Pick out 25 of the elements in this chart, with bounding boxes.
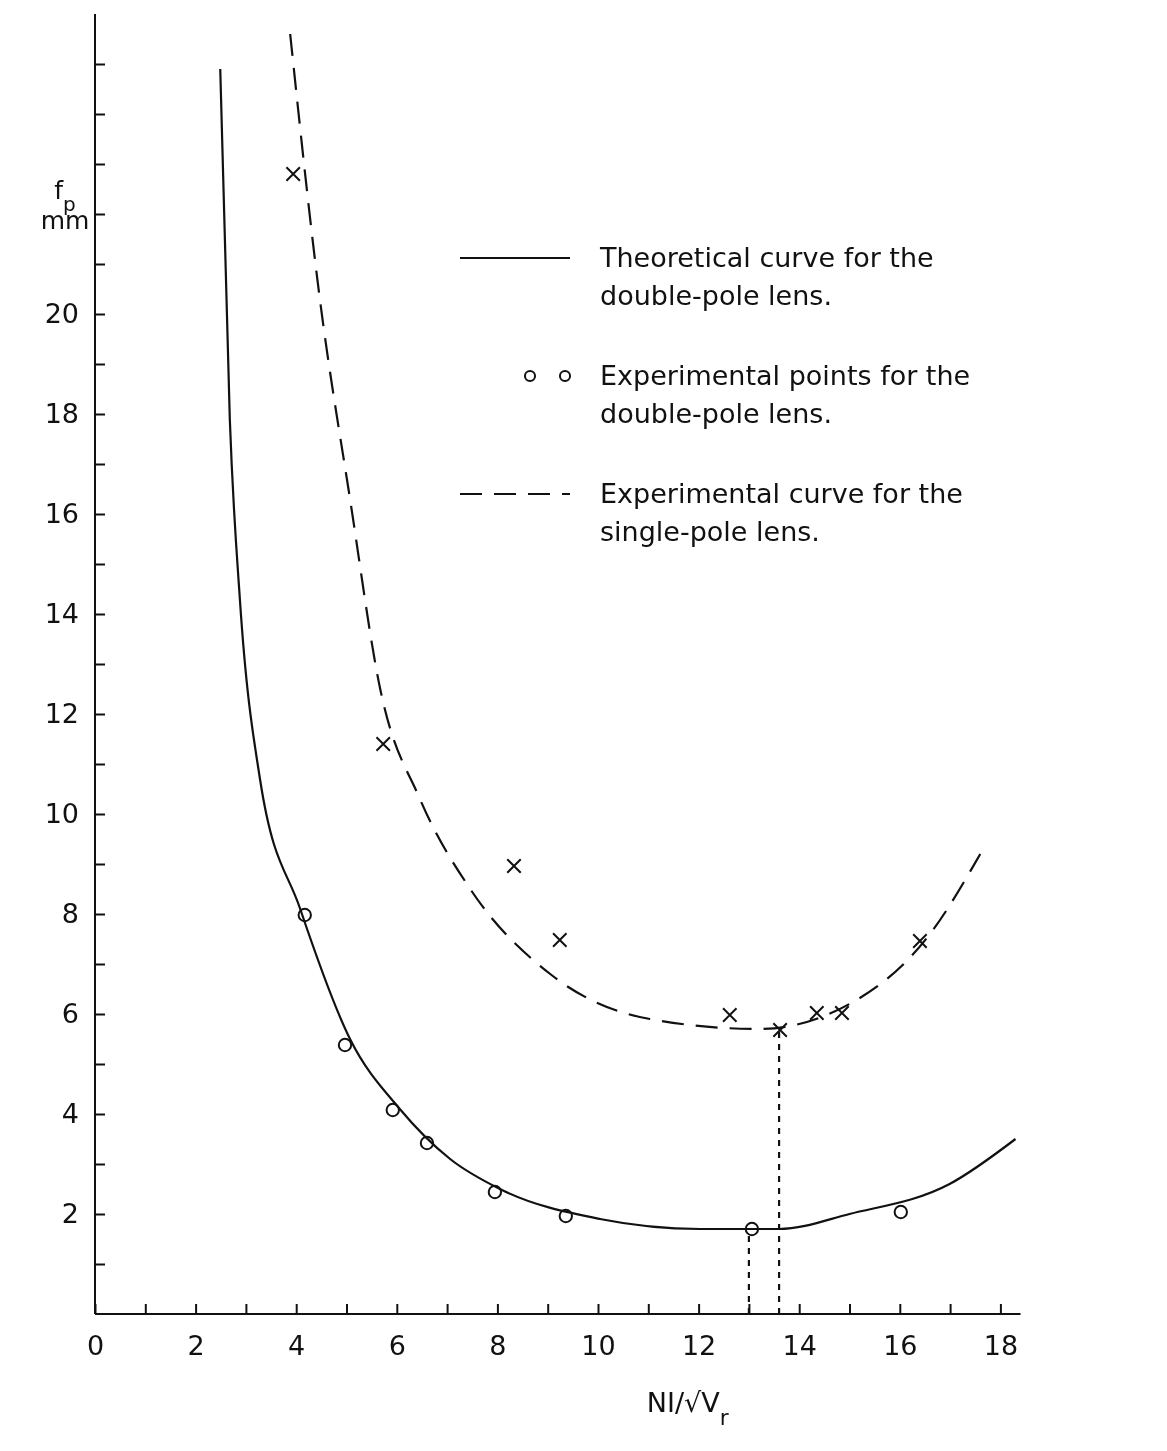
x-tick-label: 12 bbox=[681, 1330, 717, 1362]
x-tick-label: 6 bbox=[388, 1330, 406, 1362]
y-tick-label: 10 bbox=[44, 798, 79, 830]
y-tick-label: 6 bbox=[61, 998, 79, 1030]
y-tick-label: 12 bbox=[44, 698, 79, 730]
x-tick-label: 2 bbox=[187, 1330, 205, 1362]
y-axis-title: f$_{p}$ mm bbox=[40, 176, 90, 235]
y-tick-label: 18 bbox=[44, 398, 79, 430]
x-tick-label: 16 bbox=[883, 1330, 918, 1362]
x-tick-label: 8 bbox=[489, 1330, 507, 1362]
y-tick-label: 20 bbox=[44, 298, 79, 330]
y-tick-label: 2 bbox=[61, 1198, 79, 1230]
y-tick-label: 16 bbox=[44, 498, 79, 530]
y-tick-label: 4 bbox=[61, 1098, 79, 1130]
x-tick-label: 18 bbox=[983, 1330, 1019, 1362]
x-axis-title: NI/√V$_{r}$ bbox=[646, 1387, 729, 1430]
x-tick-label: 4 bbox=[288, 1330, 306, 1362]
x-tick-label: 0 bbox=[86, 1330, 105, 1362]
legend-label: Experimental points for the double-pole lens. bbox=[600, 360, 971, 429]
y-tick-label: 14 bbox=[44, 598, 79, 630]
x-tick-label: 14 bbox=[782, 1330, 817, 1362]
x-tick-label: 10 bbox=[581, 1330, 616, 1362]
legend-label: Theoretical curve for the double-pole lens. bbox=[599, 242, 934, 311]
y-tick-label: 8 bbox=[61, 898, 79, 930]
legend-label: Experimental curve for the single-pole lens. bbox=[600, 478, 963, 547]
